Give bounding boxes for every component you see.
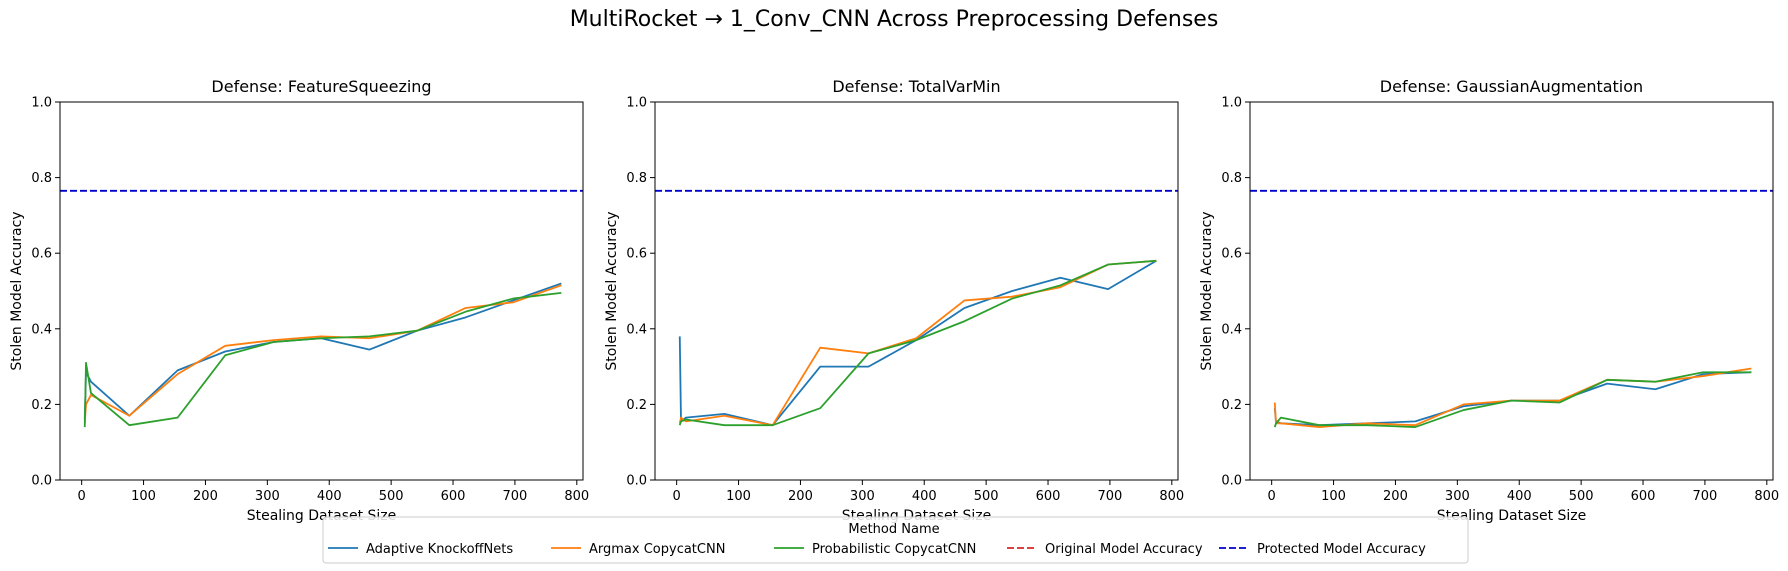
- y-tick-label: 0.6: [31, 247, 52, 262]
- figure-title: MultiRocket → 1_Conv_CNN Across Preproce…: [570, 7, 1219, 32]
- x-tick-label: 700: [1693, 489, 1718, 504]
- x-tick-label: 700: [1098, 489, 1123, 504]
- y-tick-label: 0.6: [1221, 247, 1242, 262]
- legend-entry-label: Probabilistic CopycatCNN: [812, 542, 976, 557]
- y-tick-label: 0.0: [626, 474, 647, 489]
- subplot-title: Defense: FeatureSqueezing: [211, 77, 431, 96]
- x-tick-label: 800: [564, 489, 589, 504]
- subplot-1: 0.0 0.2 0.4 0.6 0.8 1.0 0 100 200 300 400 500 600 700…: [9, 77, 589, 524]
- y-axis-label: Stolen Model Accuracy: [9, 211, 25, 370]
- y-tick-label: 0.8: [626, 171, 647, 186]
- y-tick-label: 0.0: [31, 474, 52, 489]
- x-tick-label: 700: [503, 489, 528, 504]
- legend-title: Method Name: [848, 522, 939, 537]
- y-tick-label: 0.8: [31, 171, 52, 186]
- x-tick-label: 100: [1321, 489, 1346, 504]
- legend-entry-label: Original Model Accuracy: [1045, 542, 1203, 557]
- y-tick-label: 1.0: [626, 96, 647, 111]
- y-tick-label: 0.2: [626, 398, 647, 413]
- series-line-argmax-copycatcnn: [678, 259, 1157, 427]
- x-tick-label: 100: [726, 489, 751, 504]
- plot-frame: [654, 101, 1179, 481]
- legend-entry-label: Protected Model Accuracy: [1257, 542, 1426, 557]
- subplots: 0.0 0.2 0.4 0.6 0.8 1.0 0 100 200 300 400 500 600 700…: [9, 77, 1779, 524]
- y-tick-label: 0.2: [31, 398, 52, 413]
- y-tick-label: 0.4: [626, 322, 647, 337]
- legend: Method Name Adaptive KnockoffNets Argmax C…: [322, 516, 1469, 564]
- x-tick-label: 600: [1036, 489, 1061, 504]
- y-tick-label: 1.0: [1221, 96, 1242, 111]
- plot-frame: [1249, 101, 1774, 481]
- x-tick-label: 400: [1507, 489, 1532, 504]
- x-tick-label: 0: [1268, 489, 1276, 504]
- x-tick-label: 300: [255, 489, 280, 504]
- x-tick-label: 500: [379, 489, 404, 504]
- legend-entry-label: Argmax CopycatCNN: [589, 542, 725, 557]
- series-line-probabilistic-copycatcnn: [83, 291, 562, 428]
- series-line-adaptive-knockoffnets: [83, 282, 562, 420]
- subplot-title: Defense: TotalVarMin: [832, 77, 1000, 96]
- x-tick-label: 300: [1445, 489, 1470, 504]
- subplot-2: 0.0 0.2 0.4 0.6 0.8 1.0 0 100 200 300 400 500 600 700…: [604, 77, 1184, 524]
- x-tick-label: 600: [1631, 489, 1656, 504]
- legend-box: [322, 516, 1469, 564]
- x-tick-label: 200: [1383, 489, 1408, 504]
- subplot-title: Defense: GaussianAugmentation: [1380, 77, 1643, 96]
- series-line-adaptive-knockoffnets: [678, 259, 1157, 427]
- subplot-3: 0.0 0.2 0.4 0.6 0.8 1.0 0 100 200 300 400 500 600 700…: [1199, 77, 1779, 524]
- y-tick-label: 0.8: [1221, 171, 1242, 186]
- plot-frame: [59, 101, 584, 481]
- legend-entry-label: Adaptive KnockoffNets: [366, 542, 513, 557]
- x-tick-label: 600: [441, 489, 466, 504]
- x-tick-label: 800: [1754, 489, 1779, 504]
- series-line-adaptive-knockoffnets: [1273, 371, 1752, 427]
- x-tick-label: 200: [788, 489, 813, 504]
- y-tick-label: 1.0: [31, 96, 52, 111]
- y-tick-label: 0.4: [31, 322, 52, 337]
- x-tick-label: 500: [974, 489, 999, 504]
- x-tick-label: 800: [1159, 489, 1184, 504]
- x-tick-label: 100: [131, 489, 156, 504]
- x-tick-label: 400: [317, 489, 342, 504]
- x-tick-label: 300: [850, 489, 875, 504]
- y-tick-label: 0.2: [1221, 398, 1242, 413]
- x-tick-label: 0: [78, 489, 86, 504]
- x-tick-label: 0: [673, 489, 681, 504]
- y-axis-label: Stolen Model Accuracy: [1199, 211, 1215, 370]
- x-tick-label: 500: [1569, 489, 1594, 504]
- y-axis-label: Stolen Model Accuracy: [604, 211, 620, 370]
- series-line-probabilistic-copycatcnn: [678, 259, 1157, 427]
- x-tick-label: 200: [193, 489, 218, 504]
- y-tick-label: 0.0: [1221, 474, 1242, 489]
- series-line-argmax-copycatcnn: [83, 284, 562, 424]
- series-line-probabilistic-copycatcnn: [1273, 371, 1752, 428]
- y-tick-label: 0.4: [1221, 322, 1242, 337]
- x-tick-label: 400: [912, 489, 937, 504]
- y-tick-label: 0.6: [626, 247, 647, 262]
- x-axis-label: Stealing Dataset Size: [1437, 508, 1587, 524]
